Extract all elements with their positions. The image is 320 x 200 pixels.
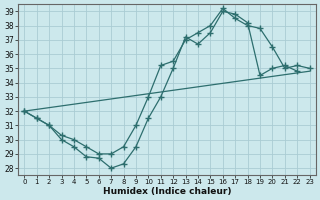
X-axis label: Humidex (Indice chaleur): Humidex (Indice chaleur) xyxy=(103,187,231,196)
